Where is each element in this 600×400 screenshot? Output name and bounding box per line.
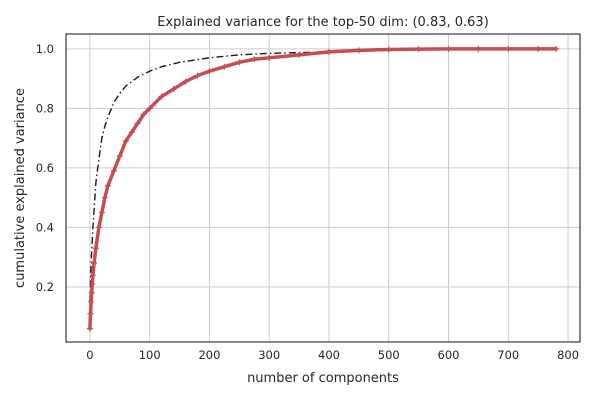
red-series-point xyxy=(553,45,560,52)
red-series-point xyxy=(88,298,95,305)
red-series-point xyxy=(182,78,189,85)
red-series-point xyxy=(475,45,482,52)
grid xyxy=(66,34,580,342)
red-series-point xyxy=(535,45,542,52)
black-series-line xyxy=(89,48,557,302)
red-series-point xyxy=(266,54,273,61)
x-tick-label: 400 xyxy=(318,348,340,362)
x-tick-label: 700 xyxy=(497,348,519,362)
red-series-point xyxy=(116,153,123,160)
x-tick-label: 0 xyxy=(86,348,93,362)
red-series-point xyxy=(110,167,117,174)
red-series-point xyxy=(86,325,93,332)
series-layer xyxy=(86,45,560,332)
red-series-point xyxy=(95,224,102,231)
red-series-point xyxy=(445,45,452,52)
red-series-point xyxy=(221,63,228,70)
x-tick-label: 800 xyxy=(557,348,579,362)
red-series-point xyxy=(87,310,94,317)
red-series-point xyxy=(194,72,201,79)
x-tick-label: 100 xyxy=(139,348,161,362)
red-series-point xyxy=(158,93,165,100)
y-tick-label: 0.4 xyxy=(36,220,54,234)
red-series-point xyxy=(140,111,147,118)
red-series-point xyxy=(236,59,243,66)
x-tick-label: 200 xyxy=(198,348,220,362)
red-series-point xyxy=(89,272,96,279)
tick-labels: 0 100 200 300 400 500 600 700 800 0.2 0.4 0.6 0.8 1.0 xyxy=(36,42,579,362)
plot-frame xyxy=(65,33,581,343)
red-series-point xyxy=(170,86,177,93)
red-series-point xyxy=(415,46,422,53)
x-tick-label: 500 xyxy=(378,348,400,362)
red-series-point xyxy=(206,68,213,75)
red-series-point xyxy=(122,138,129,145)
red-series-point xyxy=(101,194,108,201)
red-series-point xyxy=(146,105,153,112)
x-tick-label: 300 xyxy=(258,348,280,362)
red-series-point xyxy=(505,45,512,52)
red-series-point xyxy=(91,260,98,267)
y-tick-label: 1.0 xyxy=(36,42,54,56)
x-tick-label: 600 xyxy=(438,348,460,362)
y-axis-label: cumulative explained variance xyxy=(13,88,28,288)
y-tick-label: 0.8 xyxy=(36,101,54,115)
chart-title: Explained variance for the top-50 dim: (… xyxy=(157,15,489,30)
red-series-point xyxy=(128,129,135,136)
red-series-point xyxy=(325,48,332,55)
red-series-point xyxy=(355,47,362,54)
red-series-point xyxy=(296,51,303,58)
red-series-point xyxy=(89,280,96,287)
y-tick-label: 0.2 xyxy=(36,280,54,294)
red-series-point xyxy=(134,120,141,127)
red-series-point xyxy=(92,245,99,252)
red-series-point xyxy=(385,46,392,53)
x-axis-label: number of components xyxy=(247,371,399,386)
red-series-point xyxy=(98,209,105,216)
y-tick-label: 0.6 xyxy=(36,161,54,175)
red-series-point xyxy=(251,56,258,63)
red-series-point xyxy=(104,182,111,189)
red-series-point xyxy=(88,289,95,296)
